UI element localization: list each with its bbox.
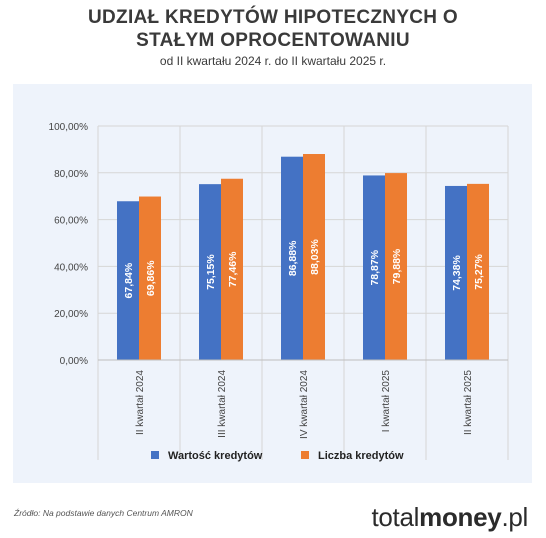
bar-value-label: 75,15% [205,254,217,290]
y-tick-label: 40,00% [54,262,88,273]
chart-title-line-1: UDZIAŁ KREDYTÓW HIPOTECZNYCH O [88,7,458,28]
bar [303,154,325,360]
chart-panel: 0,00% 20,00% 40,00% 60,00% 80,00% 100,00% 67,8… [13,84,532,483]
bar-value-label: 74,38% [451,255,463,291]
brand-logo: totalmoney.pl [371,502,528,533]
legend-label: Wartość kredytów [168,450,263,462]
y-tick-label: 20,00% [54,309,88,320]
x-tick-label: II kwartał 2025 [463,370,474,435]
bar-value-label: 75,27% [473,253,485,289]
bar-chart: 0,00% 20,00% 40,00% 60,00% 80,00% 100,00% 67,8… [49,122,509,462]
bar-value-label: 88,03% [309,239,321,275]
bar-value-label: 78,87% [369,249,381,285]
bar [385,173,407,360]
x-tick-label: III kwartał 2024 [217,370,228,438]
bar [363,175,385,360]
bar [199,184,221,360]
y-tick-label: 60,00% [54,216,88,227]
bar [139,196,161,360]
legend-swatch [151,451,159,459]
bar-value-label: 69,86% [145,260,157,296]
x-tick-label: I kwartał 2025 [381,370,392,433]
bar [445,185,467,360]
bar [467,183,489,360]
source-note: Źródło: Na podstawie danych Centrum AMRO… [14,508,193,518]
x-tick-label: IV kwartał 2024 [299,370,310,439]
y-tick-label: 100,00% [49,122,89,133]
legend-swatch [301,451,309,459]
x-tick-label: II kwartał 2024 [135,370,146,435]
bar-value-label: 79,88% [391,248,403,284]
y-tick-label: 80,00% [54,169,88,180]
chart-title-line-2: STAŁYM OPROCENTOWANIU [136,30,410,51]
bar [117,201,139,360]
chart-subtitle: od II kwartału 2024 r. do II kwartału 20… [159,54,387,68]
bar [221,178,243,360]
brand-logo-part-pl: .pl [501,502,528,532]
chart-title: UDZIAŁ KREDYTÓW HIPOTECZNYCH O STAŁYM OP… [0,6,546,52]
brand-logo-part-money: money [419,502,502,532]
bar [281,156,303,360]
brand-logo-part-total: total [371,502,420,532]
bar-value-label: 67,84% [123,262,135,298]
legend-label: Liczba kredytów [318,450,404,462]
bar-value-label: 77,46% [227,251,239,287]
y-tick-label: 0,00% [60,356,88,367]
bar-value-label: 86,88% [287,240,299,276]
